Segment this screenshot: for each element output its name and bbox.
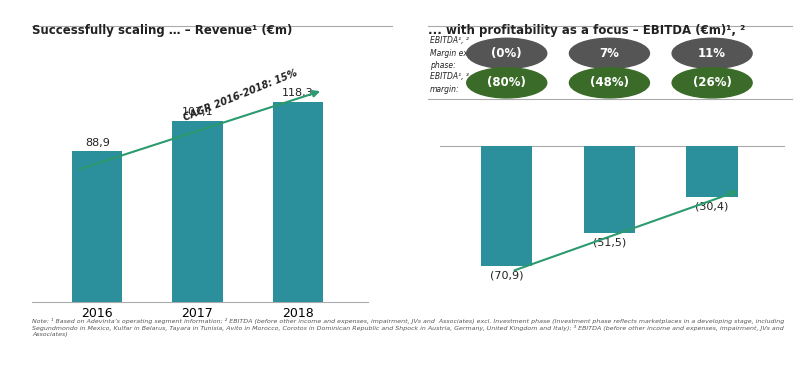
- Bar: [481, 146, 533, 266]
- Bar: [72, 152, 122, 302]
- Text: Note: ¹ Based on Adevinta’s operating segment information; ² EBITDA (before othe: Note: ¹ Based on Adevinta’s operating se…: [32, 318, 784, 337]
- Text: (51,5): (51,5): [593, 237, 626, 247]
- Text: (26%): (26%): [693, 76, 731, 89]
- Text: CAGR 2016-2018: 15%: CAGR 2016-2018: 15%: [182, 68, 299, 123]
- Bar: [173, 121, 222, 302]
- Text: ... with profitability as a focus – EBITDA (€m)¹, ²: ... with profitability as a focus – EBIT…: [428, 24, 746, 37]
- Text: (70,9): (70,9): [490, 270, 523, 280]
- Text: 88,9: 88,9: [85, 138, 110, 148]
- Text: 11%: 11%: [698, 47, 726, 60]
- Text: (0%): (0%): [491, 47, 522, 60]
- Text: EBITDA¹, ³
margin:: EBITDA¹, ³ margin:: [430, 72, 469, 93]
- Text: Successfully scaling … – Revenue¹ (€m): Successfully scaling … – Revenue¹ (€m): [32, 24, 292, 37]
- Text: 118,3: 118,3: [282, 88, 314, 98]
- Bar: [686, 146, 738, 198]
- Bar: [584, 146, 635, 233]
- Text: EBITDA¹, ²
Margin ex- inv.
phase:: EBITDA¹, ² Margin ex- inv. phase:: [430, 36, 486, 70]
- Text: 7%: 7%: [599, 47, 619, 60]
- Text: (30,4): (30,4): [695, 202, 729, 212]
- Text: (80%): (80%): [487, 76, 526, 89]
- Text: (48%): (48%): [590, 76, 629, 89]
- Bar: [273, 102, 323, 302]
- Text: 107,1: 107,1: [182, 107, 214, 117]
